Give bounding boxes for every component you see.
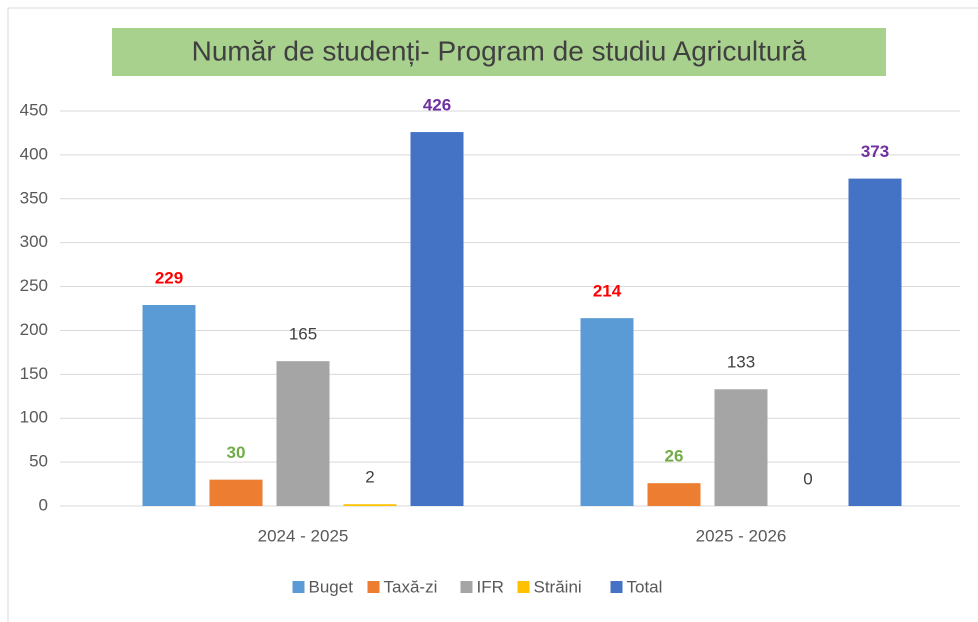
bar [343,504,397,506]
y-tick-label: 0 [39,495,48,514]
chart-border [7,7,978,622]
data-label: 0 [803,469,812,488]
legend-label: Buget [309,577,354,596]
legend-label: IFR [477,577,504,596]
x-tick-label: 2024 - 2025 [258,526,349,545]
bar [276,361,330,506]
y-tick-label: 50 [29,452,48,471]
bar [209,479,263,506]
x-tick-label: 2025 - 2026 [696,526,787,545]
y-tick-label: 400 [20,144,48,163]
y-tick-label: 350 [20,188,48,207]
data-label: 30 [227,443,246,462]
y-tick-label: 250 [20,276,48,295]
data-label: 229 [155,268,183,287]
bar [647,483,701,506]
data-label: 426 [423,96,451,115]
data-label: 214 [593,282,622,301]
bar [410,132,464,507]
legend-label: Străini [534,577,582,596]
bar [714,389,768,506]
bar [580,318,634,506]
data-label: 373 [861,142,889,161]
data-label: 165 [289,325,317,344]
legend-swatch [292,581,305,593]
y-tick-label: 150 [20,364,48,383]
bar [142,304,196,506]
legend-label: Taxă-zi [384,577,438,596]
legend-swatch [367,581,380,593]
legend-swatch [460,581,473,593]
y-tick-label: 200 [20,320,48,339]
y-tick-label: 300 [20,232,48,251]
y-tick-label: 100 [20,408,48,427]
data-label: 2 [365,468,374,487]
data-label: 133 [727,353,755,372]
bar [848,178,902,507]
title-box [112,28,886,76]
legend-label: Total [627,577,663,596]
chart-title: Număr de studenți- Program de studiu Agr… [192,35,807,66]
legend-swatch [610,581,623,593]
data-label: 26 [665,447,684,466]
legend-swatch [517,581,530,593]
y-tick-label: 450 [20,100,48,119]
